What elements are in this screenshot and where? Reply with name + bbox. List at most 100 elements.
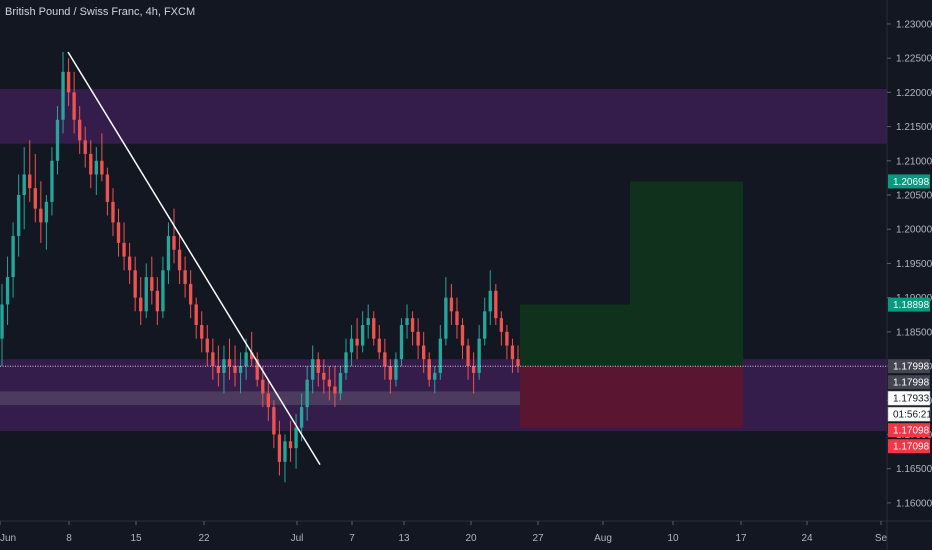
candle-body <box>139 297 143 312</box>
candle-body <box>349 338 354 353</box>
candle-body <box>66 71 71 93</box>
price-tag-box <box>888 375 930 390</box>
target-box-upper[interactable] <box>630 181 743 367</box>
price-tag-label: 1.17998 <box>893 362 930 373</box>
price-tag-label: 1.20698 <box>893 177 930 188</box>
candle-body <box>244 352 248 367</box>
candle-body <box>488 290 492 312</box>
price-tick-label: 1.22000 <box>896 88 932 99</box>
candle-body <box>150 277 154 291</box>
time-tick-label: 13 <box>398 533 410 544</box>
price-tag-label: 1.17998 <box>893 378 930 389</box>
zones-layer <box>0 88 887 432</box>
candle-body <box>55 119 60 161</box>
candle-body <box>33 188 37 209</box>
candle-body <box>272 407 276 435</box>
price-tick-label: 1.20000 <box>896 225 932 236</box>
candle-body <box>516 359 520 367</box>
time-tick-label: 8 <box>66 533 72 544</box>
candle-body <box>311 359 315 380</box>
time-tick-label: 7 <box>349 533 355 544</box>
candle-body <box>122 242 126 257</box>
candle-body <box>155 290 160 312</box>
price-tick-label: 1.22500 <box>896 54 932 65</box>
candle-body <box>266 393 270 408</box>
candle-body <box>250 352 254 360</box>
candle-body <box>200 325 204 339</box>
candle-body <box>510 345 515 360</box>
time-tick-label: Aug <box>594 533 612 544</box>
time-tick-label: 24 <box>801 533 813 544</box>
price-tag-box <box>888 359 930 374</box>
time-tick-label: Jun <box>0 533 16 544</box>
candle-body <box>61 71 65 120</box>
candle-body <box>360 325 365 346</box>
price-tick-label: 1.16000 <box>896 498 932 509</box>
candle-body <box>294 427 298 449</box>
price-tag-label: 1.17933 <box>893 394 930 405</box>
candle-body <box>161 270 165 312</box>
stop-box[interactable] <box>520 366 743 428</box>
candle-body <box>299 407 304 428</box>
candle-body <box>166 236 171 271</box>
price-tick-label: 1.21000 <box>896 156 932 167</box>
candle-body <box>194 304 198 325</box>
candle-body <box>410 318 415 332</box>
candle-body <box>78 119 82 141</box>
price-tag-box <box>888 439 930 454</box>
candle-body <box>466 345 470 367</box>
symbol-title[interactable]: British Pound / Swiss Franc, 4h, FXCM <box>5 6 196 18</box>
candle-body <box>377 338 381 353</box>
price-tag-label: 1.18898 <box>893 300 930 311</box>
price-tag-label: 1.17098 <box>893 426 930 437</box>
candle-body <box>116 222 121 243</box>
candle-body <box>83 140 87 154</box>
candle-body <box>355 338 359 346</box>
candle-body <box>211 352 215 367</box>
candle-body <box>366 318 370 325</box>
candle-body <box>28 174 32 189</box>
candle-body <box>105 174 110 202</box>
candle-body <box>483 311 487 339</box>
candle-body <box>216 366 221 373</box>
price-tag-box <box>887 406 931 422</box>
candle-body <box>427 359 431 380</box>
candle-body <box>433 372 437 380</box>
candle-body <box>72 92 76 120</box>
candle-body <box>172 236 176 250</box>
price-tag-box <box>888 423 930 438</box>
candle-body <box>288 441 293 449</box>
candle-body <box>449 297 454 312</box>
candle-body <box>322 372 326 380</box>
target-box-lower[interactable] <box>520 304 630 367</box>
candle-body <box>460 325 465 346</box>
candle-body <box>133 270 137 298</box>
price-tick-label: 1.19500 <box>896 259 932 270</box>
drawings-layer[interactable] <box>0 51 887 465</box>
candle-body <box>94 160 98 175</box>
trendline[interactable] <box>67 51 321 465</box>
candle-body <box>188 283 193 305</box>
candle-body <box>183 270 187 284</box>
candle-body <box>477 338 481 373</box>
candle-body <box>39 208 43 223</box>
price-axis[interactable]: 1.23000 1.22500 1.22000 1.21500 1.21000 1.205… <box>886 0 932 550</box>
price-tick-label: 1.16500 <box>896 464 932 475</box>
candle-body <box>283 441 287 462</box>
time-axis[interactable]: Jun 8 15 22 Jul 7 13 20 27 Aug 10 17 24 Se <box>0 520 932 544</box>
price-tag-box <box>888 297 930 312</box>
time-tick-label: Jul <box>291 533 304 544</box>
candle-body <box>255 359 259 380</box>
price-tag-box <box>887 390 931 406</box>
candle-body <box>238 366 243 373</box>
time-tick-label: 10 <box>667 533 679 544</box>
position-tool[interactable] <box>520 181 743 428</box>
time-tick-label: 15 <box>130 533 142 544</box>
candle-body <box>372 318 376 339</box>
candle-body <box>416 331 420 346</box>
candle-body <box>100 160 104 175</box>
candle-body <box>89 153 93 175</box>
candle-body <box>127 256 132 271</box>
candle-body <box>233 366 237 373</box>
